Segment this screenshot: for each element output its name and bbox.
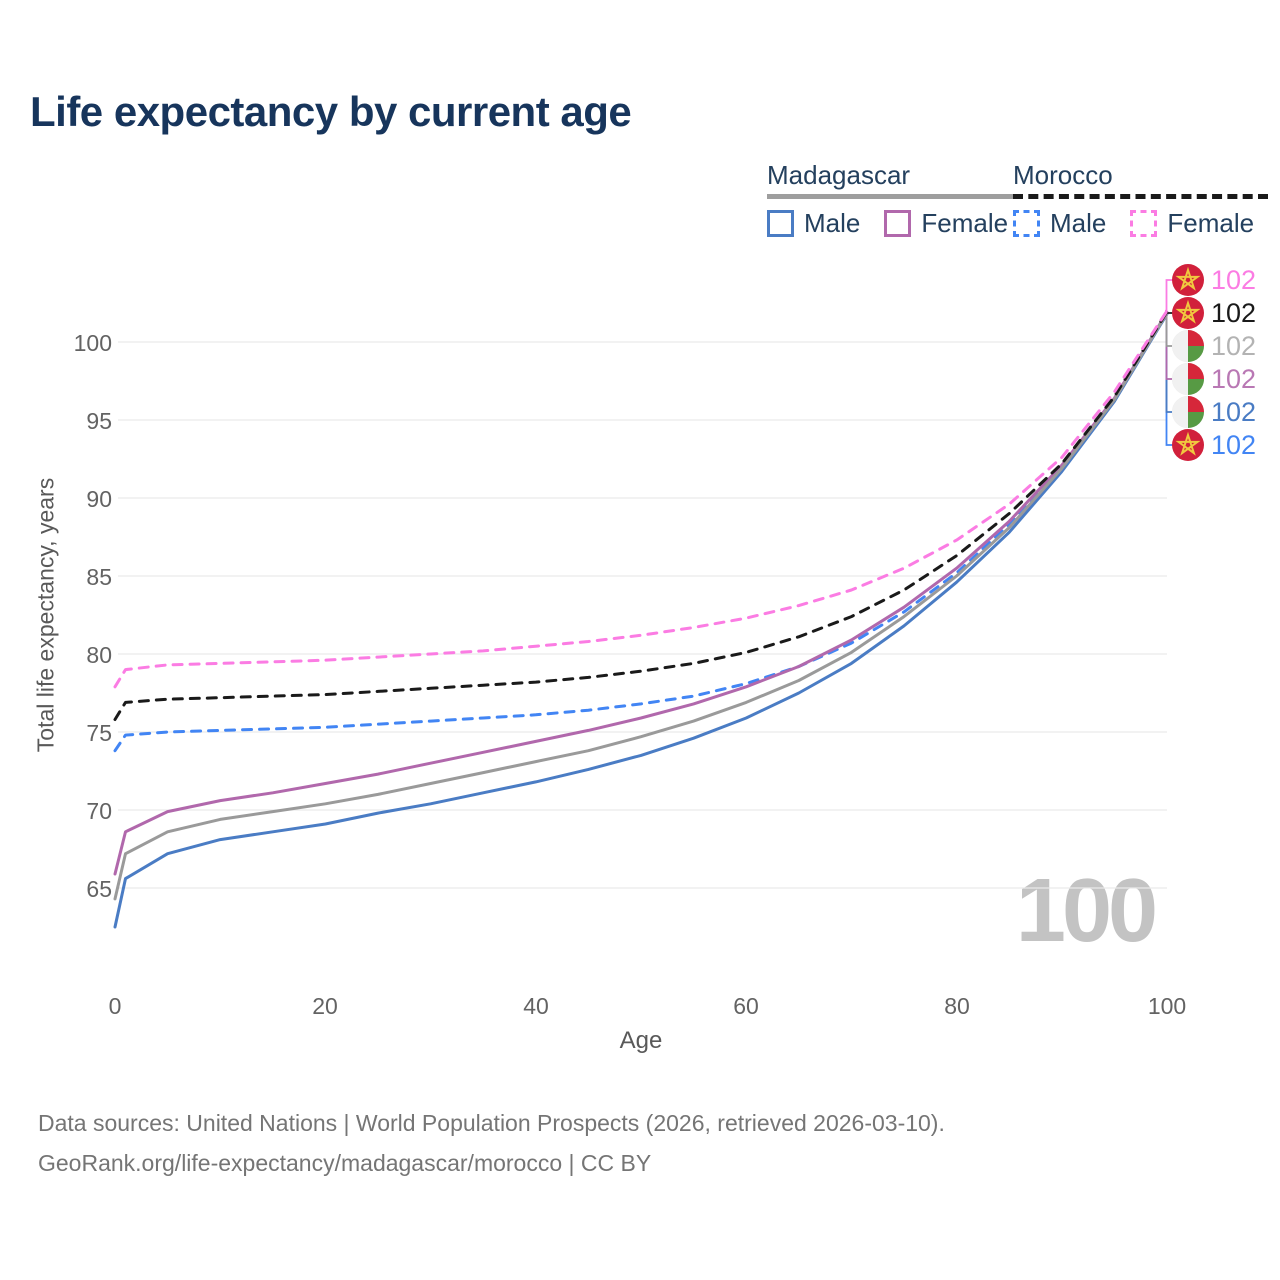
legend-swatch-morocco-male[interactable] — [1013, 210, 1040, 237]
series-end-label-row: 102 — [1172, 330, 1256, 362]
legend-swatch-morocco-female[interactable] — [1130, 210, 1158, 237]
legend-group-morocco: Morocco Male Female — [1013, 160, 1269, 239]
madagascar-flag-icon — [1172, 363, 1204, 395]
legend-swatch-madagascar-female[interactable] — [884, 210, 912, 237]
madagascar-flag-icon — [1172, 396, 1204, 428]
legend-label-madagascar-male[interactable]: Male — [804, 208, 861, 238]
y-tick-label: 70 — [86, 798, 112, 824]
morocco-flag-icon — [1172, 429, 1204, 461]
y-tick-label: 75 — [86, 720, 112, 746]
series-end-label-row: 102 — [1172, 363, 1256, 395]
series-line — [113, 311, 1169, 901]
x-axis-title: Age — [619, 1027, 663, 1054]
legend-underline-dashed — [1013, 194, 1269, 199]
chart-canvas[interactable] — [0, 0, 1280, 1080]
legend-label-morocco-female[interactable]: Female — [1167, 208, 1255, 238]
x-tick-label: 80 — [944, 993, 970, 1019]
series-line — [113, 312, 1169, 929]
x-tick-label: 40 — [523, 993, 549, 1019]
page-title: Life expectancy by current age — [30, 88, 632, 135]
y-tick-label: 90 — [86, 486, 112, 512]
y-tick-label: 85 — [86, 564, 112, 590]
series-end-value: 102 — [1211, 297, 1257, 328]
series-end-label-row: 102 — [1172, 396, 1256, 428]
series-end-label-row: 102 — [1172, 297, 1256, 329]
series-end-value: 102 — [1211, 363, 1257, 394]
footer-attribution-line[interactable]: GeoRank.org/life-expectancy/madagascar/m… — [38, 1150, 652, 1176]
legend-title-morocco[interactable]: Morocco — [1013, 160, 1113, 190]
x-tick-label: 100 — [1147, 993, 1187, 1019]
y-tick-label: 80 — [86, 642, 112, 668]
legend-underline-solid — [767, 194, 1023, 199]
morocco-flag-icon — [1172, 297, 1204, 329]
legend-label-madagascar-female[interactable]: Female — [921, 208, 1009, 238]
x-tick-label: 20 — [312, 993, 338, 1019]
series-line — [113, 310, 1169, 876]
y-tick-label: 95 — [86, 408, 112, 434]
x-tick-label: 60 — [733, 993, 759, 1019]
legend-swatch-madagascar-male[interactable] — [767, 210, 794, 237]
series-line — [113, 309, 1169, 689]
madagascar-flag-icon — [1172, 330, 1204, 362]
series-end-value: 102 — [1211, 330, 1257, 361]
series-end-label-row: 102 — [1172, 264, 1256, 296]
series-end-value: 102 — [1211, 396, 1257, 427]
legend-group-madagascar: Madagascar Male Female — [767, 160, 1023, 239]
morocco-flag-icon — [1172, 264, 1204, 296]
age-indicator-watermark: 100 — [1015, 861, 1158, 961]
series-line — [113, 310, 1169, 721]
footer-source-line: Data sources: United Nations | World Pop… — [38, 1110, 945, 1136]
legend-title-madagascar[interactable]: Madagascar — [767, 160, 911, 190]
series-end-label-row: 102 — [1172, 429, 1256, 461]
series-end-value: 102 — [1211, 264, 1257, 295]
series-end-value: 102 — [1211, 429, 1257, 460]
series-line — [113, 312, 1169, 753]
y-tick-label: 100 — [73, 330, 112, 356]
y-tick-label: 65 — [86, 876, 112, 902]
x-tick-label: 0 — [108, 993, 122, 1019]
legend-label-morocco-male[interactable]: Male — [1050, 208, 1107, 238]
